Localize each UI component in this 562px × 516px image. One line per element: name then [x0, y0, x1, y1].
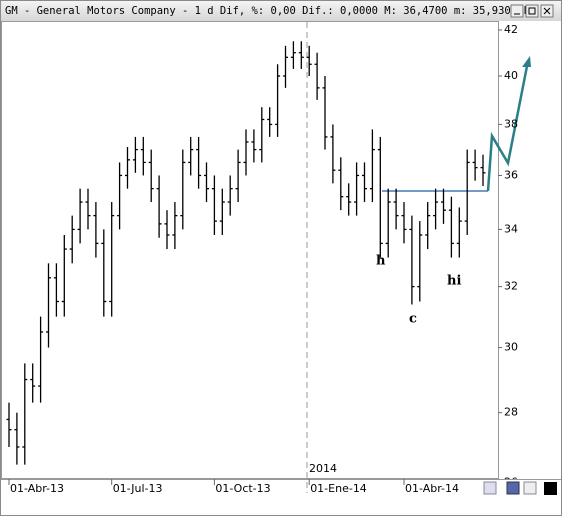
x-tick-label: 01-Abr-13: [10, 482, 64, 495]
arrow-head: [522, 56, 531, 67]
save-button[interactable]: [506, 481, 520, 495]
minimize-button[interactable]: [510, 4, 524, 18]
y-axis: 26 28 30 32 34 36 38 40 42: [498, 23, 518, 489]
annotation: h: [376, 254, 386, 269]
year-label: 2014: [309, 462, 337, 475]
annotation: hi: [447, 274, 461, 289]
plot-area: [1, 21, 499, 479]
y-tick-label: 36: [504, 168, 518, 181]
color-button[interactable]: [544, 482, 557, 495]
refresh-button[interactable]: [483, 481, 497, 495]
annotation: c: [409, 312, 417, 327]
x-axis: 01-Abr-13 01-Jul-13 01-Oct-13 01-Ene-14 01-A…: [8, 479, 459, 495]
maximize-button[interactable]: [525, 4, 539, 18]
y-tick-label: 30: [504, 341, 518, 354]
y-tick-label: 42: [504, 23, 518, 36]
y-tick-label: 26: [504, 476, 518, 489]
y-tick-label: 32: [504, 280, 518, 293]
y-tick-label: 40: [504, 69, 518, 82]
x-tick-label: 01-Ene-14: [310, 482, 367, 495]
y-tick-label: 38: [504, 117, 518, 130]
window-title: GM - General Motors Company - 1 d Dif, %…: [5, 5, 536, 17]
projection-arrow: [486, 60, 530, 192]
x-tick-label: 01-Jul-13: [113, 482, 163, 495]
title-bar: [1, 1, 561, 21]
icon: [543, 7, 551, 15]
y-tick-label: 28: [504, 406, 518, 419]
icon: [528, 7, 536, 15]
price-bars: [6, 41, 486, 465]
x-tick-label: 01-Abr-14: [405, 482, 459, 495]
x-tick-label: 01-Oct-13: [215, 482, 270, 495]
pin-button[interactable]: [523, 481, 537, 495]
window-buttons[interactable]: [510, 4, 554, 18]
y-tick-label: 34: [504, 222, 518, 235]
toolbar[interactable]: [483, 481, 557, 495]
